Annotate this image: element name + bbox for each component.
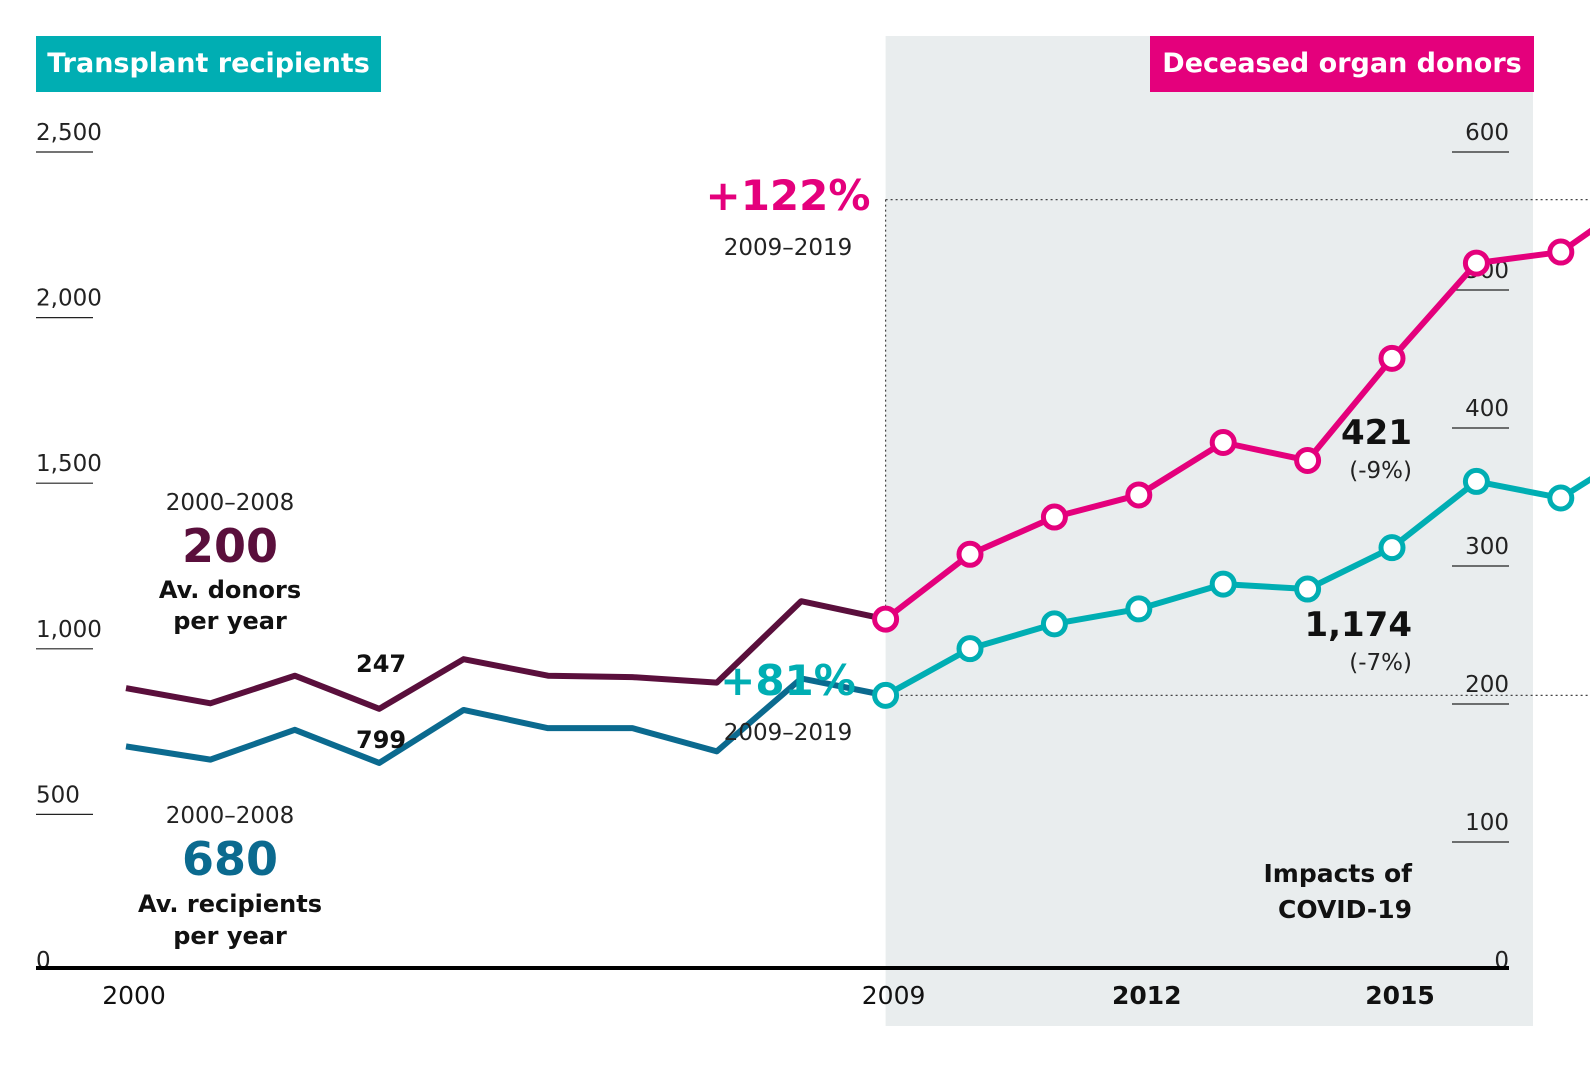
recipients-point xyxy=(1040,610,1068,638)
donors-point xyxy=(1209,429,1237,456)
donors-point xyxy=(1125,481,1153,509)
donors-2021-value: 421 xyxy=(1341,413,1412,453)
left-tick-label: 1,000 xyxy=(36,617,102,643)
left-tick-label: 0 xyxy=(36,948,51,974)
recipients-point xyxy=(1378,534,1406,562)
recipients-point xyxy=(1547,484,1575,512)
donors-avg-period: 2000–2008 xyxy=(166,490,295,516)
right-tick-label: 0 xyxy=(1494,948,1509,974)
donors-change-period: 2009–2019 xyxy=(724,235,853,261)
recipients-2009-value: 799 xyxy=(356,726,406,754)
donors-2009-value: 247 xyxy=(356,650,406,678)
recipients-point xyxy=(1125,595,1153,623)
recipients-point xyxy=(956,635,984,663)
donors-avg-value: 200 xyxy=(182,519,278,573)
right-tick-label: 300 xyxy=(1465,534,1509,560)
recipients-2021-change: (-7%) xyxy=(1349,650,1412,676)
recipients-2021-value: 1,174 xyxy=(1304,605,1412,645)
donors-point xyxy=(1294,446,1322,474)
donors-line-2000-2008 xyxy=(125,598,887,712)
right-tick-label: 400 xyxy=(1465,396,1509,422)
recipients-line-2000-2008 xyxy=(125,675,887,766)
recipients-point xyxy=(1294,575,1322,603)
recipients-avg-value: 680 xyxy=(182,832,278,886)
covid-label: COVID-19 xyxy=(1278,895,1412,924)
left-tick-label: 2,500 xyxy=(36,120,102,146)
donors-point xyxy=(872,605,900,633)
covid-label: Impacts of xyxy=(1263,859,1413,888)
donors-2021-change: (-9%) xyxy=(1349,458,1412,484)
donors-point xyxy=(1547,238,1575,266)
x-tick-label: 2000 xyxy=(102,981,166,1010)
left-tick-label: 2,000 xyxy=(36,286,102,312)
recipients-point xyxy=(1209,570,1237,598)
recipients-change-value: +81% xyxy=(720,656,856,705)
donors-avg-caption: per year xyxy=(173,607,287,635)
donors-point xyxy=(1040,503,1068,531)
donors-avg-caption: Av. donors xyxy=(159,576,301,604)
donors-point xyxy=(956,540,984,568)
right-tick-label: 600 xyxy=(1465,120,1509,146)
left-tick-label: 500 xyxy=(36,782,80,808)
donors-change-value: +122% xyxy=(706,171,871,220)
donors-point xyxy=(1378,344,1406,372)
x-tick-label: 2009 xyxy=(862,981,926,1010)
right-tick-label: 200 xyxy=(1465,672,1509,698)
left-tick-label: 1,500 xyxy=(36,451,102,477)
period-background xyxy=(885,36,1533,1026)
recipients-axis-title: Transplant recipients xyxy=(36,36,381,92)
x-tick-label: 2012 xyxy=(1112,981,1182,1010)
recipients-avg-caption: Av. recipients xyxy=(138,890,322,918)
right-tick-label: 100 xyxy=(1465,810,1509,836)
recipients-avg-caption: per year xyxy=(173,922,287,950)
donors-point xyxy=(1462,249,1490,277)
recipients-change-period: 2009–2019 xyxy=(724,720,853,746)
recipients-point xyxy=(872,681,900,709)
donors-axis-title: Deceased organ donors xyxy=(1150,36,1534,92)
recipients-point xyxy=(1462,467,1490,495)
x-tick-label: 2015 xyxy=(1365,981,1435,1010)
recipients-avg-period: 2000–2008 xyxy=(166,803,295,829)
